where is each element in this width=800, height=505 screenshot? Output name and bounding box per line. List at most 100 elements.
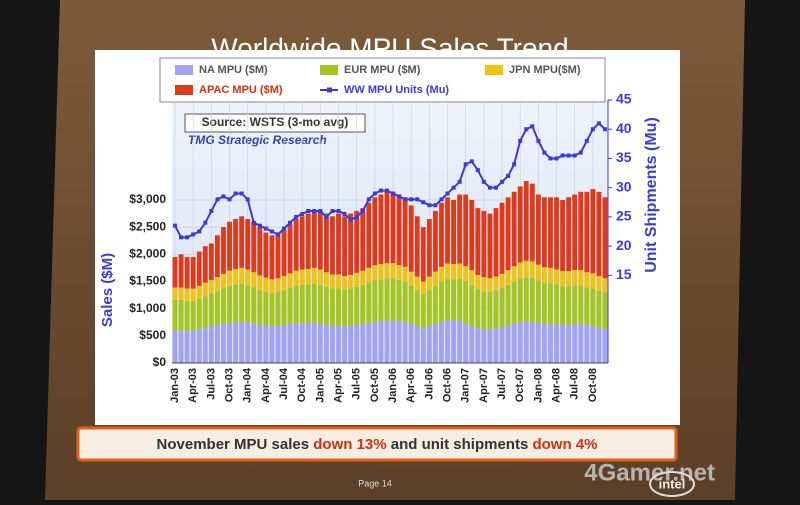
bar-segment [469,199,475,271]
bar-segment [572,324,578,363]
bar-segment [505,325,511,363]
bar-segment [414,216,420,277]
units-marker [584,138,589,143]
bar-segment [305,284,311,323]
bar-segment [493,290,499,329]
bar-segment [414,276,420,291]
units-marker [342,211,347,216]
bar-segment [178,330,184,363]
bar-segment [311,322,317,363]
bar-segment [257,324,263,363]
x-tick-label: Oct-04 [296,367,308,402]
bar-segment [560,324,566,363]
bar-segment [281,290,287,325]
units-marker [475,168,480,173]
x-tick-label: Oct-07 [514,368,526,402]
units-marker [179,235,184,240]
bar-segment [499,327,505,363]
x-tick-label: Oct-06 [441,368,453,402]
bar-segment [499,273,505,289]
bar-segment [172,330,178,363]
x-tick-label: Jul-07 [496,368,508,400]
units-marker [378,188,383,193]
bar-segment [366,267,372,283]
bar-segment [354,286,360,325]
bar-segment [420,294,426,329]
bar-segment [354,324,360,363]
units-marker [530,124,535,129]
y-tick-label: $500 [139,328,166,342]
bar-segment [281,324,287,363]
units-marker [487,185,492,190]
bar-segment [221,288,226,324]
bar-segment [336,213,341,275]
bar-segment [560,285,566,325]
bar-segment [445,278,450,321]
bar-segment [275,232,281,279]
bar-segment [493,276,499,291]
bar-segment [426,219,432,277]
y-tick-label: $2,000 [129,246,166,260]
bar-segment [523,180,529,261]
bar-segment [481,277,487,292]
units-marker [566,153,571,158]
bar-segment [584,287,590,325]
units-marker [239,191,244,196]
bar-segment [402,321,408,363]
legend-swatch [175,65,193,75]
bar-segment [360,323,366,363]
bar-segment [263,232,269,278]
y2-tick-label: 25 [616,208,632,224]
units-marker [469,159,474,164]
bar-segment [196,251,202,286]
x-tick-label: Jul-08 [569,368,581,400]
bar-segment [602,278,608,293]
bar-segment [475,274,481,290]
bar-segment [275,291,281,326]
units-marker [542,150,547,155]
bar-segment [499,202,505,274]
bar-segment [445,197,450,264]
bar-segment [396,321,402,363]
bar-segment [602,292,608,330]
bar-segment [463,281,469,324]
bar-segment [596,327,602,363]
bar-segment [202,282,208,297]
units-marker [524,127,529,132]
y2-axis-label: Unit Shipments (Mu) [643,117,660,273]
x-tick-label: Jan-08 [532,368,544,403]
bar-segment [190,257,196,289]
bar-segment [305,268,311,285]
bar-segment [311,283,317,323]
x-tick-label: Jan-05 [314,368,326,403]
bar-segment [196,329,202,363]
bar-segment [348,213,354,275]
y-axis-label: Sales ($M) [99,253,116,327]
bar-segment [548,267,553,284]
bar-segment [523,321,529,363]
legend-swatch [320,65,338,75]
bar-segment [214,277,220,292]
bar-segment [396,279,402,322]
bar-segment [523,277,529,322]
bar-segment [378,279,384,322]
bar-segment [372,280,378,322]
legend-label: WW MPU Units (Mu) [344,84,449,96]
bar-segment [541,323,547,363]
bar-segment [584,272,590,288]
bar-segment [227,322,232,363]
units-marker [403,197,408,202]
units-marker [221,194,226,199]
bar-segment [566,197,572,272]
bar-segment [396,265,402,280]
bar-segment [221,273,226,289]
y-tick-label: $0 [153,355,167,369]
bar-segment [390,320,396,363]
bar-segment [517,278,523,323]
legend-swatch [485,65,503,75]
bar-segment [420,328,426,363]
x-tick-label: Jan-07 [460,368,472,403]
units-marker [602,127,607,132]
bar-segment [566,324,572,363]
